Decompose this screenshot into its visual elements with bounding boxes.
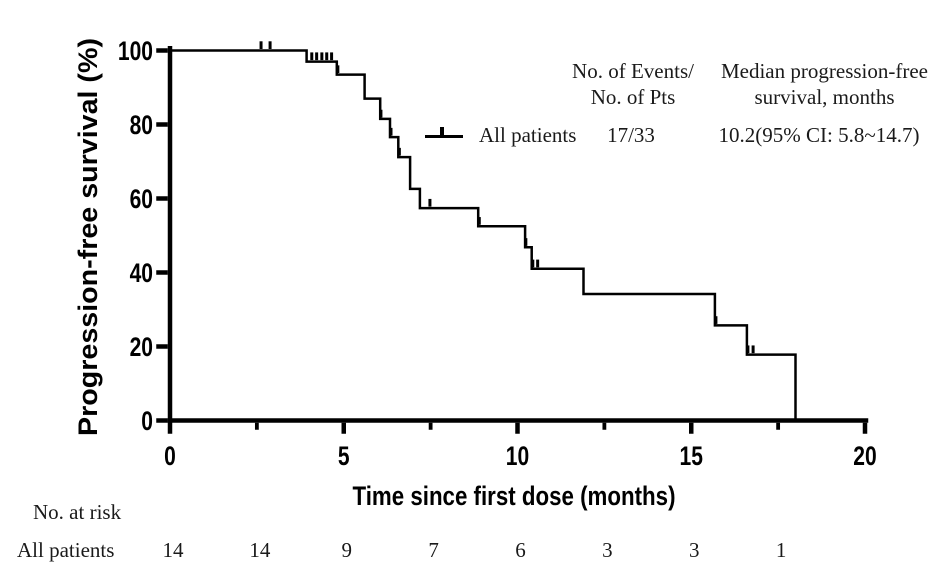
y-tick — [156, 418, 168, 423]
y-tick — [156, 196, 168, 201]
y-axis-title: Progression-free survival (%) — [73, 38, 103, 436]
x-tick-major — [689, 422, 694, 434]
x-tick-minor — [254, 422, 259, 430]
x-tick-major — [167, 422, 173, 434]
y-axis-line — [167, 46, 173, 423]
km-curve-all-patients — [170, 49, 797, 421]
x-tick-minor — [776, 422, 781, 430]
risk-count: 6 — [515, 538, 526, 562]
x-tick-major — [515, 422, 520, 434]
risk-count: 9 — [341, 538, 353, 562]
median-header-line1: Median progression-free — [720, 59, 928, 83]
risk-count: 14 — [162, 538, 184, 562]
risk-count: 3 — [689, 538, 700, 562]
risk-count: 3 — [602, 538, 613, 562]
x-tick-label: 5 — [338, 441, 350, 471]
risk-count: 7 — [428, 538, 439, 562]
risk-counts-row: 14 14 9 7 6 3 3 1 — [0, 538, 931, 568]
y-tick-label: 20 — [130, 332, 153, 362]
y-tick — [156, 122, 168, 127]
events-header-line1: No. of Events/ — [572, 59, 694, 83]
x-tick-label: 0 — [164, 441, 176, 471]
x-axis-line — [167, 418, 869, 423]
y-tick-label: 60 — [130, 184, 153, 214]
x-tick-label: 20 — [853, 441, 876, 471]
y-tick-label: 0 — [141, 406, 153, 436]
y-tick-label: 80 — [130, 110, 153, 140]
y-tick — [156, 48, 168, 53]
median-column-header: Median progression-free survival, months — [712, 58, 931, 110]
risk-count: 1 — [775, 538, 787, 562]
y-tick — [156, 270, 168, 275]
median-value: 10.2(95% CI: 5.8~14.7) — [718, 123, 920, 147]
events-column-header: No. of Events/ No. of Pts — [553, 58, 713, 110]
plot-generated-layer: 0 20 40 60 80 100 0 5 10 15 20 — [118, 36, 877, 471]
x-tick-label: 10 — [506, 441, 529, 471]
x-tick-major — [862, 422, 868, 434]
risk-row-label: All patients — [17, 538, 115, 562]
events-header-line2: No. of Pts — [590, 85, 676, 109]
risk-table-title: No. at risk — [33, 500, 122, 524]
median-header-line2: survival, months — [754, 85, 895, 109]
y-tick — [156, 344, 168, 349]
y-tick-label: 100 — [118, 36, 153, 66]
x-tick-minor — [428, 422, 433, 430]
x-axis-title: Time since first dose (months) — [353, 481, 676, 511]
events-value: 17/33 — [607, 123, 655, 147]
x-tick-minor — [602, 422, 607, 430]
x-tick-major — [341, 422, 346, 434]
km-line-icon — [425, 135, 463, 138]
y-tick-label: 40 — [130, 258, 153, 288]
x-tick-label: 15 — [680, 441, 703, 471]
risk-count: 14 — [249, 538, 271, 562]
censor-tick-icon — [440, 127, 444, 138]
series-label: All patients — [479, 123, 577, 147]
